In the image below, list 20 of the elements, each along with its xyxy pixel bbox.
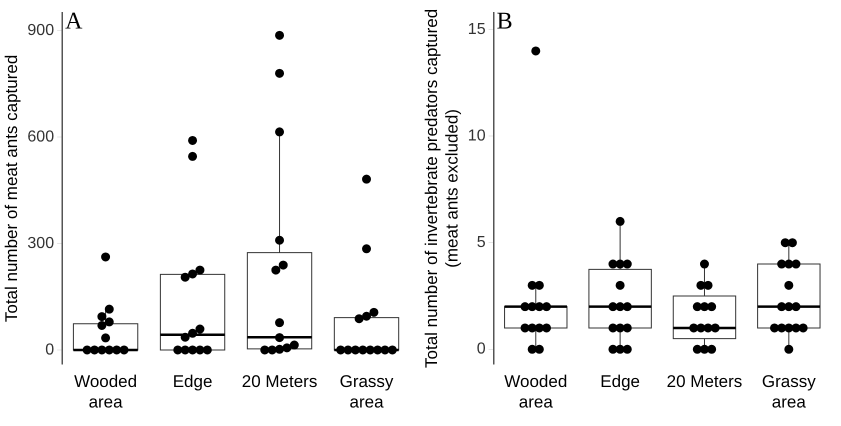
y-tick-label: 600 (27, 128, 54, 146)
y-tick-label: 5 (476, 234, 486, 252)
x-tick-label: Edge (600, 372, 640, 392)
x-tick-label: Wooded area (74, 372, 138, 412)
y-tick-label: 0 (45, 341, 54, 358)
y-tick-label: 0 (476, 340, 486, 358)
y-tick-label: 900 (27, 22, 54, 39)
x-tick-label: 20 Meters (242, 372, 318, 392)
x-tick-label: Grassy area (762, 372, 816, 412)
x-tick-label: 20 Meters (666, 372, 742, 392)
y-tick-label: 15 (468, 21, 486, 38)
y-axis-title: Total number of meat ants captured (2, 54, 21, 322)
chart-title: B (496, 8, 513, 34)
x-tick-label: Edge (172, 372, 212, 392)
y-tick-label: 300 (27, 234, 54, 252)
x-tick-label: Grassy area (340, 372, 394, 412)
x-tick-label: Wooded area (504, 372, 568, 412)
chart-title: A (65, 8, 84, 34)
y-axis-title: Total number of invertebrate predators captured (meat ants excluded) (422, 8, 462, 368)
y-tick-label: 10 (468, 128, 486, 145)
